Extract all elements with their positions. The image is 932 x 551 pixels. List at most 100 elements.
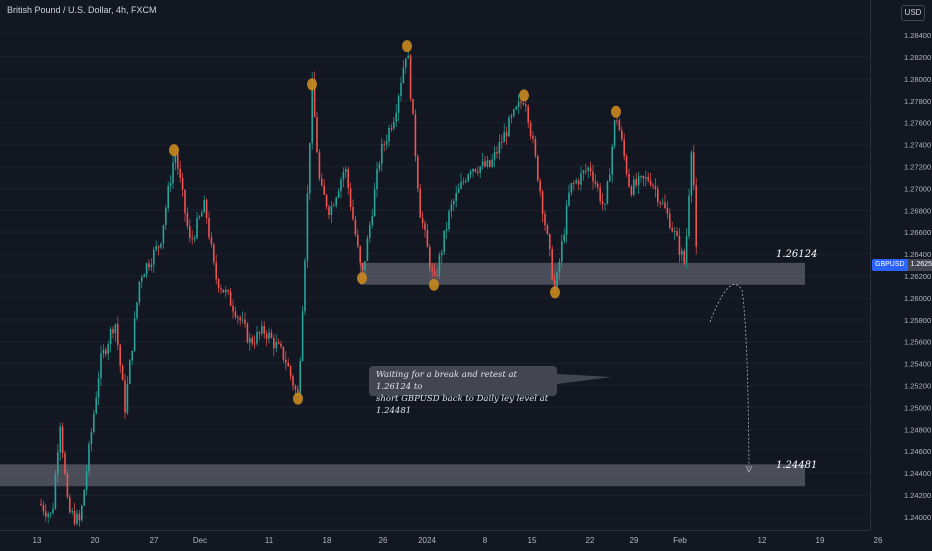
price-tick-label: 1.28000 — [904, 75, 931, 84]
candle-body — [227, 290, 229, 292]
candle-body — [306, 193, 309, 261]
candle-body — [150, 264, 153, 268]
candle-body — [371, 216, 373, 226]
time-axis[interactable] — [0, 530, 870, 551]
candle-body — [373, 189, 376, 217]
candle-body — [496, 152, 498, 154]
candle-body — [114, 324, 117, 334]
candle-body — [258, 332, 261, 334]
candle-body — [520, 101, 522, 104]
time-tick-label: 26 — [379, 536, 388, 545]
candle-body — [244, 319, 246, 324]
candle-body — [225, 290, 227, 293]
candle-body — [695, 185, 697, 247]
price-tick-label: 1.28400 — [904, 31, 931, 40]
price-tick-label: 1.27600 — [904, 119, 931, 128]
candle-body — [95, 397, 97, 414]
candle-body — [270, 332, 273, 338]
annotation-line-1: Waiting for a break and retest at 1.2612… — [376, 370, 517, 392]
candle-body — [121, 365, 124, 381]
time-tick-label: 26 — [874, 536, 883, 545]
candle-body — [405, 58, 407, 68]
price-tick-label: 1.27800 — [904, 97, 931, 106]
candle-body — [455, 192, 457, 202]
annotation-note[interactable]: Waiting for a break and retest at 1.2612… — [369, 366, 557, 416]
candle-body — [167, 186, 169, 209]
candle-body — [549, 233, 551, 250]
candle-body — [589, 167, 592, 172]
swing-marker — [402, 40, 412, 53]
candle-body — [676, 231, 678, 236]
candle-body — [357, 234, 359, 247]
support-zones — [0, 262, 805, 487]
price-tick-label: 1.27200 — [904, 163, 931, 172]
candle-body — [606, 181, 609, 204]
time-tick-label: Dec — [193, 536, 207, 545]
swing-marker — [357, 272, 367, 285]
candle-body — [508, 117, 510, 137]
currency-button[interactable]: USD — [901, 5, 925, 21]
candle-body — [604, 203, 606, 205]
candle-body — [426, 230, 429, 248]
candle-body — [645, 177, 647, 179]
candle-body — [669, 213, 671, 229]
candle-body — [397, 95, 400, 113]
candle-body — [155, 246, 157, 250]
candle-body — [119, 344, 121, 366]
candle-body — [438, 255, 441, 276]
candle-body — [534, 138, 537, 156]
candle-body — [301, 311, 304, 361]
candle-body — [609, 174, 611, 182]
candle-body — [412, 98, 414, 115]
candle-body — [361, 262, 364, 271]
candle-body — [378, 163, 381, 169]
price-tick-label: 1.26200 — [904, 272, 931, 281]
candle-body — [81, 505, 83, 521]
candle-body — [575, 180, 577, 184]
candle-body — [340, 179, 342, 192]
candle-body — [431, 268, 433, 272]
time-axis-ticks: 13 20 27 Dec 11 18 26 2024 8 15 22 29 Feb 12 19 26 — [33, 536, 883, 545]
candle-body — [222, 289, 225, 293]
candle-body — [395, 112, 397, 122]
candle-body — [232, 305, 234, 312]
candle-body — [419, 188, 421, 218]
candle-body — [88, 443, 90, 472]
candle-body — [642, 176, 645, 179]
candle-body — [316, 117, 318, 153]
candle-body — [484, 161, 486, 167]
swing-markers — [169, 40, 621, 405]
candle-body — [517, 101, 520, 107]
candle-body — [479, 166, 481, 173]
candle-body — [429, 247, 431, 269]
candle-body — [527, 105, 529, 123]
chart-title: British Pound / U.S. Dollar, 4h, FXCM — [7, 5, 157, 15]
candle-body — [541, 191, 544, 215]
candle-body — [143, 274, 145, 278]
candle-body — [57, 452, 59, 475]
candle-body — [417, 156, 419, 189]
candle-body — [85, 471, 88, 490]
swing-marker — [519, 89, 529, 102]
time-tick-label: 22 — [586, 536, 595, 545]
candle-body — [299, 360, 301, 396]
candle-body — [318, 152, 321, 179]
price-tick-label: 1.24000 — [904, 513, 931, 522]
candle-body — [532, 135, 534, 139]
candle-body — [256, 332, 258, 344]
candle-body — [304, 260, 306, 312]
price-tick-label: 1.25800 — [904, 316, 931, 325]
candle-body — [203, 199, 205, 213]
price-axis[interactable] — [870, 0, 932, 530]
lower-level-label: 1.24481 — [776, 460, 818, 471]
zone-rect — [0, 464, 805, 487]
candle-body — [613, 120, 616, 147]
candle-body — [181, 177, 184, 190]
candle-body — [510, 115, 513, 118]
price-tick-label: 1.24800 — [904, 425, 931, 434]
candle-body — [553, 279, 556, 289]
candle-body — [402, 67, 405, 83]
swing-marker — [550, 286, 560, 299]
